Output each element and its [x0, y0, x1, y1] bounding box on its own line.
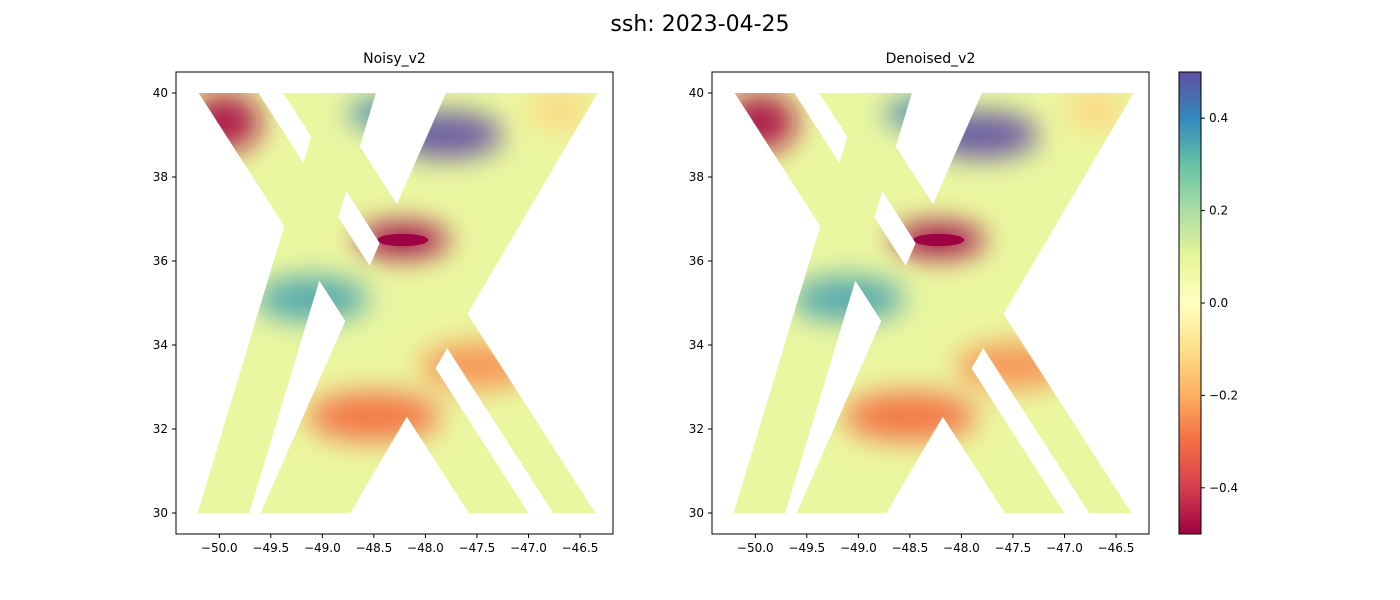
colorbar-tick-label: 0.4 — [1209, 111, 1228, 125]
field-feature — [842, 391, 977, 442]
colorbar: −0.4 −0.2 0.0 0.2 0.4 — [1178, 71, 1238, 535]
colorbar-tick-label: −0.4 — [1209, 481, 1238, 495]
field-feature — [791, 275, 905, 322]
field-feature — [420, 342, 534, 390]
y-tick-label: 36 — [153, 254, 168, 268]
y-tick-label: 38 — [153, 170, 168, 184]
x-tick-label: −46.5 — [1098, 541, 1135, 555]
plot-area — [733, 93, 1134, 513]
colorbar-tick-label: 0.2 — [1209, 204, 1228, 218]
axes: −50.0 −49.5 −49.0 −48.5 −48.0 −47.5 −47.0 −46.5… — [689, 71, 1150, 555]
colorbar-tick-label: 0.0 — [1209, 296, 1228, 310]
y-tick-label: 40 — [689, 86, 704, 100]
y-tick-label: 32 — [153, 422, 168, 436]
eddy-core — [377, 233, 429, 247]
x-tick-label: −48.5 — [891, 541, 928, 555]
x-tick-label: −49.0 — [304, 541, 341, 555]
field-feature — [389, 111, 503, 159]
panel-noisy: Noisy_v2 −50.0 −49.5 −49.0 −48.5 −48.0 −47.5−… — [153, 51, 614, 555]
x-tick-label: −50.0 — [737, 541, 774, 555]
y-tick-label: 34 — [153, 338, 168, 352]
x-tick-label: −46.5 — [562, 541, 599, 555]
y-tick-label: 40 — [153, 86, 168, 100]
colorbar-gradient — [1178, 71, 1202, 535]
field-feature — [925, 111, 1039, 159]
field-feature — [348, 99, 421, 129]
y-tick-label: 30 — [153, 506, 168, 520]
plot-area — [197, 93, 598, 513]
x-tick-label: −47.0 — [1046, 541, 1083, 555]
panel-title: Noisy_v2 — [363, 51, 426, 67]
y-tick-label: 30 — [689, 506, 704, 520]
figure-suptitle: ssh: 2023-04-25 — [610, 12, 789, 37]
y-tick-label: 32 — [689, 422, 704, 436]
y-tick-label: 38 — [689, 170, 704, 184]
field-feature — [255, 275, 369, 322]
axes-frame — [175, 71, 614, 535]
x-tick-label: −50.0 — [201, 541, 238, 555]
field-feature — [884, 99, 957, 129]
axes-frame — [711, 71, 1150, 535]
x-tick-label: −47.0 — [510, 541, 547, 555]
field-feature — [733, 93, 797, 152]
ssh-field — [733, 93, 1134, 513]
field-feature — [1064, 93, 1127, 131]
panel-title: Denoised_v2 — [886, 51, 976, 67]
x-tick-label: −48.0 — [407, 541, 444, 555]
x-tick-label: −47.5 — [459, 541, 496, 555]
x-tick-label: −49.5 — [252, 541, 289, 555]
eddy-core — [913, 233, 965, 247]
field-feature — [197, 93, 261, 152]
x-tick-label: −47.5 — [995, 541, 1032, 555]
y-tick-label: 36 — [689, 254, 704, 268]
panel-denoised: Denoised_v2 −50.0 −49.5 −49.0 −48.5 −48.0 −47… — [689, 51, 1150, 555]
x-tick-label: −48.5 — [355, 541, 392, 555]
axes: −50.0 −49.5 −49.0 −48.5 −48.0 −47.5 −47.0 −46.5… — [153, 71, 614, 555]
x-tick-label: −48.0 — [943, 541, 980, 555]
field-feature — [956, 342, 1070, 390]
field-feature — [306, 391, 441, 442]
x-tick-label: −49.5 — [788, 541, 825, 555]
colorbar-tick-label: −0.2 — [1209, 388, 1238, 402]
ssh-field — [197, 93, 598, 513]
x-tick-label: −49.0 — [840, 541, 877, 555]
y-tick-label: 34 — [689, 338, 704, 352]
field-feature — [528, 93, 591, 131]
